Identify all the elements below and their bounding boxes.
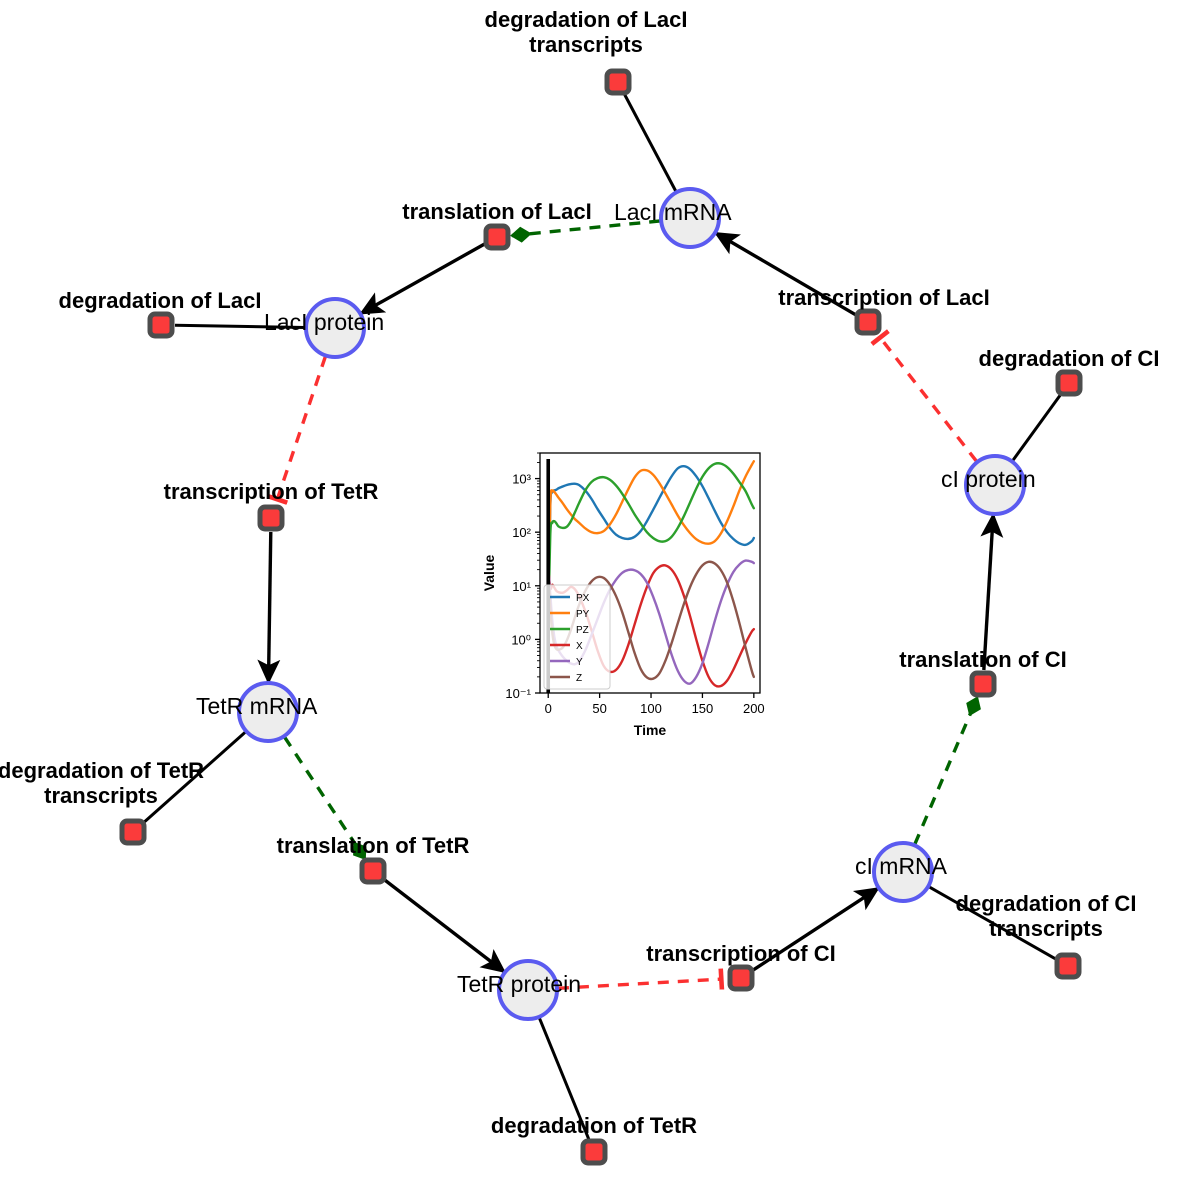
species-node-tetr-mrna[interactable] (237, 681, 299, 743)
plot-line-px (547, 465, 756, 625)
y-tick-label: 10¹ (512, 579, 531, 594)
legend-label-pz: PZ (576, 625, 589, 636)
species-node-laci-mrna[interactable] (659, 187, 721, 249)
edge-arrow (359, 242, 486, 315)
reaction-node-deg-laci-transcripts[interactable] (604, 68, 632, 96)
edge-plain (1011, 393, 1062, 462)
edge-arrow (713, 231, 857, 317)
reaction-node-deg-tetr-transcripts[interactable] (119, 818, 147, 846)
x-tick-label: 150 (692, 701, 714, 716)
y-tick-label: 10⁰ (511, 632, 531, 647)
x-axis-label: Time (634, 722, 667, 738)
y-tick-label: 10⁻¹ (505, 686, 531, 701)
species-node-ci-protein[interactable] (964, 454, 1026, 516)
reaction-node-transcription-ci[interactable] (727, 964, 755, 992)
reaction-node-transcription-tetr[interactable] (257, 504, 285, 532)
edge-modifier (283, 736, 367, 860)
edge-plain (142, 730, 247, 824)
x-tick-label: 0 (545, 701, 552, 716)
legend-label-py: PY (576, 609, 590, 620)
edge-plain (623, 93, 678, 193)
y-tick-label: 10² (512, 525, 531, 540)
species-node-tetr-protein[interactable] (497, 959, 559, 1021)
edge-arrow (751, 887, 880, 972)
plot-line-py (547, 460, 756, 625)
x-tick-label: 100 (640, 701, 662, 716)
nodes-group (119, 68, 1083, 1166)
reaction-node-translation-laci[interactable] (483, 223, 511, 251)
edge-inhibition (557, 968, 725, 991)
plot-line-pz (547, 462, 756, 632)
species-node-laci-protein[interactable] (304, 297, 366, 359)
edges-group (142, 93, 1062, 1140)
edge-arrow (980, 512, 1004, 671)
x-tick-label: 50 (592, 701, 606, 716)
edge-arrow (257, 531, 281, 685)
reaction-node-deg-tetr[interactable] (580, 1138, 608, 1166)
reaction-node-deg-ci-transcripts[interactable] (1054, 952, 1082, 980)
edge-inhibition (266, 355, 328, 505)
legend-label-px: PX (576, 593, 590, 604)
reaction-node-deg-ci[interactable] (1055, 369, 1083, 397)
plot-frame (539, 452, 761, 694)
edge-plain (928, 885, 1057, 961)
edge-modifier (913, 696, 981, 846)
edge-plain (537, 1017, 591, 1140)
legend-label-x: X (576, 641, 583, 652)
reaction-node-deg-laci[interactable] (147, 311, 175, 339)
plot-legend: PX PY PZ XYZ (543, 584, 611, 690)
edge-arrow (383, 878, 507, 974)
reaction-node-translation-ci[interactable] (969, 670, 997, 698)
reaction-node-translation-tetr[interactable] (359, 857, 387, 885)
edge-inhibition (870, 329, 978, 463)
y-tick-label: 10³ (512, 472, 531, 487)
y-axis-label: Value (481, 555, 497, 592)
edge-plain (174, 323, 306, 329)
legend-label-z: Z (576, 673, 582, 684)
species-node-ci-mrna[interactable] (872, 841, 934, 903)
edge-modifier (510, 219, 661, 243)
x-tick-label: 200 (743, 701, 765, 716)
timecourse-plot-inset: 10⁻¹ 10⁰ 10¹ 10² 10³ 0 50 100 150 200 Time Value PX P… (478, 441, 767, 757)
legend-label-y: Y (576, 657, 583, 668)
reaction-node-transcription-laci[interactable] (854, 308, 882, 336)
